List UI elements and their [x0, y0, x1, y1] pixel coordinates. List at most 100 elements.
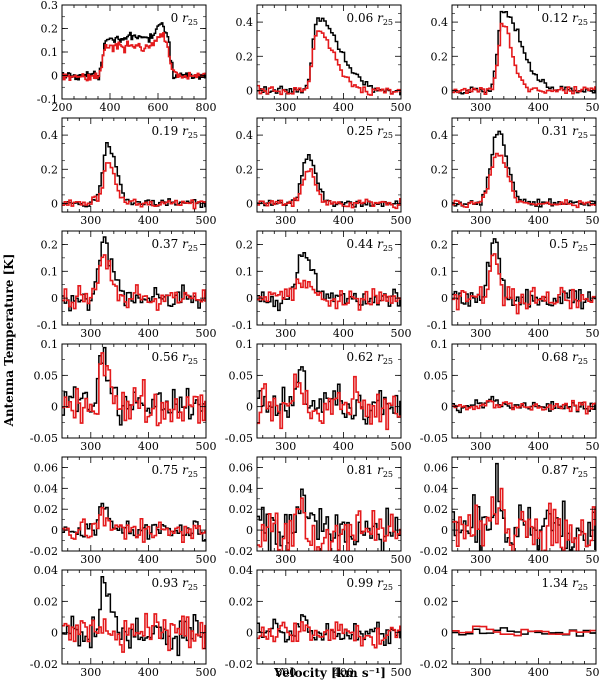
y-tick-label: 0.4 [431, 129, 449, 142]
spectrum-panel: 300 400 500 0 0.2 0.4 0.25 r25 [236, 117, 412, 227]
y-tick-label: 0.2 [41, 238, 59, 251]
x-tick-label: 300 [470, 327, 491, 340]
x-tick-label: 400 [528, 553, 549, 566]
y-tick-label: 0 [246, 627, 253, 640]
series-red-line [62, 506, 206, 543]
x-tick-label: 500 [586, 214, 600, 227]
y-tick-label: -0.05 [420, 432, 448, 445]
spectrum-panel: 300 400 500 -0.1 0 0.1 0.2 0.37 r25 [37, 230, 217, 340]
x-tick-label: 400 [138, 327, 159, 340]
series-black-line [62, 22, 206, 81]
x-tick-label: 500 [196, 666, 217, 679]
x-tick-label: 500 [196, 327, 217, 340]
y-tick-label: 0.05 [34, 369, 59, 382]
x-tick-label: 400 [528, 666, 549, 679]
series-red-line [62, 612, 206, 653]
y-axis-title: Antenna Temperature [K] [2, 254, 16, 428]
panel-frame [61, 117, 207, 213]
series-red-line [62, 32, 206, 82]
x-tick-label: 300 [470, 666, 491, 679]
x-tick-label: 800 [196, 101, 217, 114]
y-tick-label: 0 [441, 524, 448, 537]
panel-radius-label: 0.44 r25 [347, 237, 393, 253]
spectrum-panel: 300 400 500 -0.05 0 0.05 0.1 0.56 r25 [30, 338, 217, 453]
series-red-line [257, 168, 401, 210]
y-tick-label: 0.02 [229, 595, 254, 608]
series-red-line [257, 497, 401, 551]
y-tick-label: 0.06 [229, 461, 254, 474]
y-tick-label: 0.02 [229, 503, 254, 516]
y-tick-label: 0 [441, 84, 448, 97]
y-tick-label: 0.05 [229, 369, 254, 382]
series-red-line [452, 22, 596, 95]
series-red-line [452, 399, 596, 415]
panel-radius-label: 0.68 r25 [542, 350, 588, 366]
x-tick-label: 400 [138, 440, 159, 453]
y-tick-label: 0 [441, 627, 448, 640]
y-tick-label: 0.04 [229, 564, 254, 577]
y-tick-label: 0 [441, 292, 448, 305]
panel-frame [61, 456, 207, 552]
panel-radius-label: 0 r25 [171, 11, 198, 27]
x-tick-label: 500 [586, 666, 600, 679]
x-tick-label: 500 [391, 214, 412, 227]
panel-radius-label: 0.06 r25 [347, 11, 393, 27]
y-tick-label: 0.04 [229, 482, 254, 495]
x-tick-label: 300 [80, 440, 101, 453]
x-tick-label: 400 [333, 327, 354, 340]
panel-grid: 200 400 600 800 -0.1 0 0.1 0.2 0.3 0 r25 300 400 500… [30, 0, 600, 679]
y-tick-label: -0.02 [420, 658, 448, 671]
y-tick-label: 0 [51, 524, 58, 537]
spectrum-panel: 300 400 500 -0.05 0 0.05 0.1 0.62 r25 [225, 338, 412, 453]
y-tick-label: 0.1 [236, 265, 254, 278]
x-tick-label: 500 [196, 553, 217, 566]
y-tick-label: 0 [51, 292, 58, 305]
series-red-line [257, 373, 401, 431]
y-tick-label: 0.4 [236, 129, 254, 142]
y-tick-label: 0 [441, 197, 448, 210]
spectrum-panel: 300 400 500 -0.02 0 0.02 0.04 0.99 r25 [225, 564, 412, 679]
x-tick-label: 600 [148, 101, 169, 114]
series-red-line [257, 30, 401, 96]
panel-radius-label: 0.12 r25 [542, 11, 588, 27]
y-tick-label: 0 [246, 524, 253, 537]
x-tick-label: 400 [138, 553, 159, 566]
y-tick-label: 0.04 [34, 564, 59, 577]
y-tick-label: 0.06 [424, 461, 449, 474]
panel-frame [451, 117, 597, 213]
panel-frame [256, 230, 402, 326]
y-tick-label: 0.02 [34, 503, 59, 516]
x-tick-label: 400 [100, 101, 121, 114]
panel-frame [256, 117, 402, 213]
panel-radius-label: 0.25 r25 [347, 124, 393, 140]
y-tick-label: 0 [246, 84, 253, 97]
spectrum-panel: 300 400 500 -0.1 0 0.1 0.2 0.44 r25 [232, 230, 412, 340]
spectrum-panel: 300 400 500 -0.02 0 0.02 0.04 0.06 0.87 r25 [420, 456, 600, 566]
y-tick-label: 0.02 [424, 595, 449, 608]
x-tick-label: 500 [391, 666, 412, 679]
spectrum-panel: 300 400 500 -0.02 0 0.02 0.04 1.34 r25 [420, 564, 600, 679]
spectrum-panel: 300 400 500 -0.1 0 0.1 0.2 0.5 r25 [427, 230, 600, 340]
x-tick-label: 300 [470, 440, 491, 453]
series-red-line [452, 253, 596, 315]
y-tick-label: 0.1 [41, 46, 59, 59]
spectrum-panel: 300 400 500 -0.02 0 0.02 0.04 0.06 0.81 r25 [225, 456, 412, 566]
series-black-line [452, 130, 596, 208]
x-tick-label: 500 [586, 440, 600, 453]
spectrum-panel: 300 400 500 -0.02 0 0.02 0.04 0.06 0.75 r25 [30, 456, 217, 566]
x-tick-label: 400 [333, 666, 354, 679]
y-tick-label: 0 [51, 70, 58, 83]
x-tick-label: 500 [196, 440, 217, 453]
y-tick-label: 0.2 [431, 163, 449, 176]
panel-frame [256, 456, 402, 552]
y-tick-label: 0.2 [431, 238, 449, 251]
y-tick-label: 0 [246, 292, 253, 305]
x-tick-label: 300 [275, 440, 296, 453]
series-red-line [452, 487, 596, 551]
x-tick-label: 400 [333, 553, 354, 566]
x-tick-label: 500 [586, 101, 600, 114]
y-tick-label: -0.1 [427, 319, 448, 332]
y-tick-label: 0.1 [236, 338, 254, 351]
x-tick-label: 400 [528, 440, 549, 453]
y-tick-label: 0.1 [431, 338, 449, 351]
